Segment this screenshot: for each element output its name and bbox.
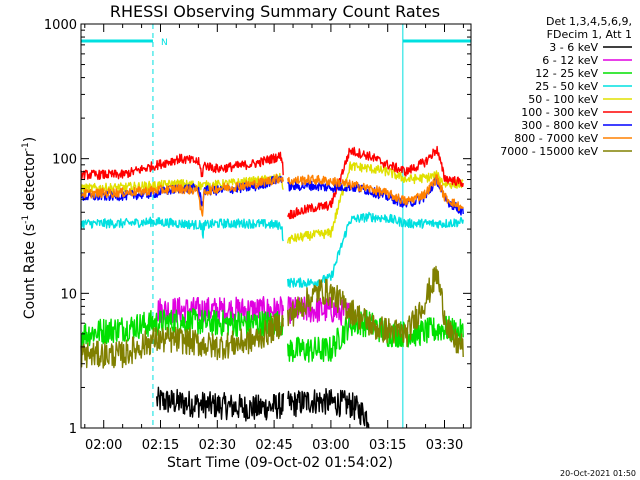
legend-header-line-1: Det 1,3,4,5,6,9,: [546, 15, 632, 28]
x-tick-label-1: 02:15: [142, 438, 179, 453]
x-tick-label-5: 03:15: [369, 438, 406, 453]
legend-label-1: 6 - 12 keV: [542, 54, 598, 67]
y-tick-label-0: 1: [69, 422, 77, 437]
series-line-5: [80, 145, 464, 220]
x-tick-label-6: 03:30: [426, 438, 463, 453]
series-7: [80, 174, 464, 217]
x-tick-label-4: 03:00: [312, 438, 349, 453]
y-axis-label-sup1: -1: [21, 215, 31, 224]
x-tick-label-3: 02:45: [255, 438, 292, 453]
legend-label-2: 12 - 25 keV: [535, 67, 598, 80]
y-axis-label-mid: detector: [22, 151, 38, 215]
series-4: [80, 161, 464, 244]
chart-title: RHESSI Observing Summary Count Rates: [110, 2, 440, 21]
legend-label-0: 3 - 6 keV: [549, 41, 598, 54]
legend-header-line-2: FDecim 1, Att 1: [547, 28, 632, 41]
y-tick-label-2: 100: [52, 153, 77, 168]
series-line-8: [80, 265, 464, 369]
y-axis-label-end: ): [22, 137, 38, 142]
series-3: [80, 211, 464, 288]
axis-ticks: 02:00 02:15 02:30 02:45 03:00 03:15 03:30 1 10 10…: [44, 18, 471, 453]
y-tick-label-1: 10: [60, 287, 77, 302]
x-tick-label-2: 02:30: [199, 438, 236, 453]
y-axis-label: Count Rate (s-1 detector-1): [21, 137, 38, 319]
series-5: [80, 145, 464, 220]
legend-label-7: 800 - 7000 keV: [514, 132, 598, 145]
y-axis-label-sup2: -1: [21, 142, 31, 151]
series-line-4: [80, 161, 464, 244]
x-tick-label-0: 02:00: [85, 438, 122, 453]
legend-label-6: 300 - 800 keV: [521, 119, 598, 132]
legend-label-3: 25 - 50 keV: [535, 80, 598, 93]
legend-label-4: 50 - 100 keV: [528, 93, 598, 106]
series-8: [80, 265, 464, 369]
footer-date: 20-Oct-2021 01:50: [560, 469, 636, 478]
x-axis-label: Start Time (09-Oct-02 01:54:02): [167, 455, 393, 471]
legend: Det 1,3,4,5,6,9, FDecim 1, Att 1 3 - 6 k…: [500, 15, 632, 158]
plot-frame: [80, 23, 472, 429]
series-line-3: [80, 211, 464, 288]
night-marker-label: N: [161, 38, 168, 48]
series-layer: [80, 145, 464, 429]
legend-label-5: 100 - 300 keV: [521, 106, 598, 119]
series-line-7: [80, 174, 464, 217]
y-axis-label-main: Count Rate (s: [22, 224, 38, 319]
y-tick-label-3: 1000: [44, 18, 77, 33]
series-line-0: [156, 386, 370, 429]
legend-label-8: 7000 - 15000 keV: [500, 145, 598, 158]
series-0: [156, 386, 370, 429]
